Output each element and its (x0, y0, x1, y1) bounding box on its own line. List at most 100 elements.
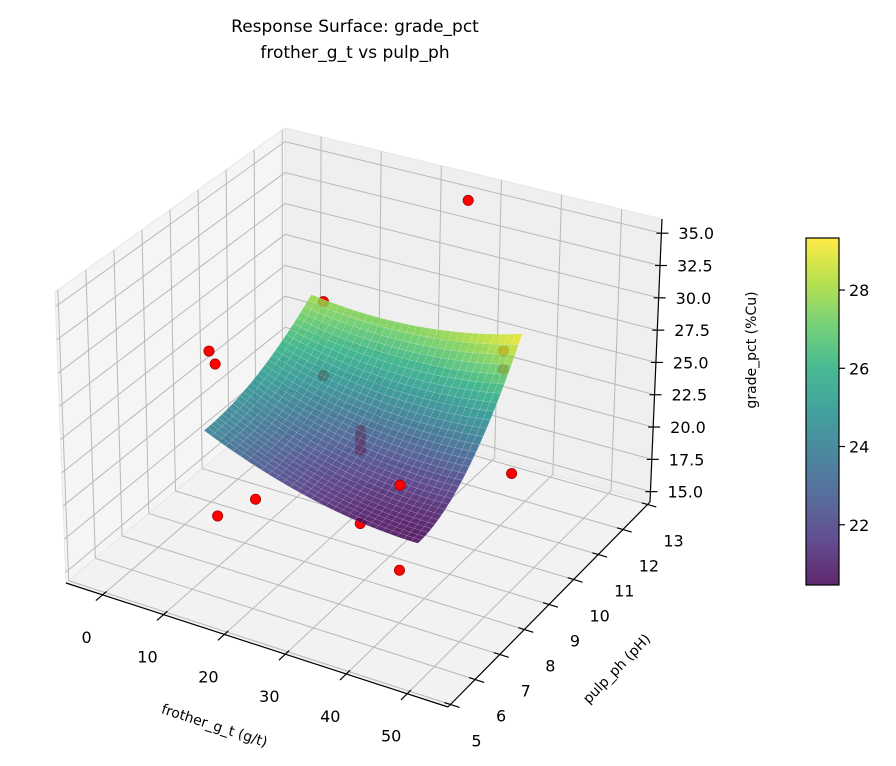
x-tick-mark (400, 689, 412, 701)
surface-patch (434, 507, 446, 516)
surface-patch (504, 354, 516, 365)
x-tick-mark (95, 591, 107, 601)
z-tick-label: 15.0 (667, 483, 703, 502)
z-tick-label: 17.5 (669, 450, 705, 469)
surface-patch (465, 450, 477, 460)
x-tick-label: 40 (320, 707, 340, 726)
colorbar-tick-label: 22 (849, 516, 869, 535)
left-wall-gridline-ph (57, 289, 70, 581)
colorbar-frame (805, 237, 840, 586)
back-wall-gridline-z (284, 233, 658, 331)
surface-patch (447, 484, 460, 494)
left-wall-gridline-z (61, 295, 286, 474)
surface-patch (413, 534, 426, 541)
back-wall-gridline-z (284, 264, 657, 363)
y-tick-label: 10 (589, 607, 609, 626)
z-tick-label: 35.0 (678, 224, 714, 243)
x-tick-mark (339, 669, 351, 681)
y-tick-mark (616, 527, 632, 533)
colorbar: 22 24 26 28 (805, 237, 869, 586)
colorbar-tick-label: 24 (849, 438, 869, 457)
x-tick-mark (278, 650, 290, 661)
left-wall-gridline-ph (225, 169, 230, 447)
y-tick-mark (444, 701, 460, 709)
x-tick-label: 50 (381, 727, 401, 746)
back-wall-gridline-z (284, 172, 661, 267)
left-wall-gridline-z (55, 141, 286, 308)
chart-title-line-1: Response Surface: grade_pct (231, 17, 479, 37)
scatter-point (462, 194, 474, 206)
surface-patch (427, 517, 439, 525)
z-axis-line (649, 218, 663, 503)
left-wall-gridline-ph (197, 189, 203, 469)
y-tick-label: 11 (614, 582, 634, 601)
y-tick-mark (542, 602, 559, 608)
left-wall-gridline-ph (113, 249, 123, 536)
scatter-front (203, 194, 518, 505)
z-tick-label: 20.0 (670, 418, 706, 437)
y-tick-mark (468, 676, 485, 683)
floor-gridline-ph (175, 490, 550, 605)
y-tick-label: 12 (639, 557, 659, 576)
x-tick-label: 10 (137, 648, 157, 667)
y-tick-mark (567, 577, 583, 583)
floor-gridline-ph (68, 580, 451, 705)
x-tick-mark (156, 610, 168, 621)
left-wall-gridline-z (59, 234, 286, 407)
y-tick-mark (518, 627, 534, 633)
y-tick-mark (592, 552, 608, 558)
left-wall-gridline-z (60, 264, 286, 440)
floor-gridline-ph (148, 512, 525, 630)
left-wall-gridline-ph (169, 209, 176, 492)
colorbar-gradient (806, 238, 839, 585)
colorbar-tick-label: 26 (849, 359, 869, 378)
chart-title-line-2: frother_g_t vs pulp_ph (260, 43, 449, 63)
scatter-point (212, 510, 224, 522)
back-wall-gridline-frother (610, 209, 623, 492)
response-surface (203, 294, 523, 544)
z-axis-label: grade_pct (%Cu) (744, 291, 760, 408)
scatter-point (250, 493, 262, 505)
surface-patch (493, 383, 505, 394)
left-wall-gridline-z (62, 326, 286, 507)
floor-gridline-ph (95, 557, 476, 680)
left-wall-gridline-ph (85, 269, 96, 559)
surface-patch (511, 333, 523, 345)
scatter-point (393, 564, 405, 576)
surface-patch (500, 364, 512, 375)
left-wall-gridline-z (56, 172, 286, 341)
surface-patch (451, 478, 463, 487)
left-wall-gridline-ph (141, 229, 150, 514)
x-tick-label: 30 (259, 687, 279, 706)
x-tick-label: 20 (198, 667, 218, 686)
x-tick-mark (217, 630, 229, 641)
scatter-point (209, 358, 221, 370)
left-wall-gridline-z (57, 203, 286, 374)
surface-patch (468, 442, 480, 453)
y-tick-label: 8 (545, 657, 555, 676)
surface-patch (430, 512, 443, 520)
back-wall-gridline-frother (494, 180, 502, 459)
z-tick-label: 25.0 (673, 353, 709, 372)
y-tick-label: 6 (496, 707, 506, 726)
z-tick-label: 32.5 (677, 257, 713, 276)
x-tick-label: 0 (81, 628, 91, 647)
surface-patch (482, 410, 495, 421)
y-axis-label: pulp_ph (pH) (580, 631, 654, 707)
y-tick-label: 5 (471, 732, 481, 751)
back-wall-gridline-frother (552, 194, 563, 475)
surface-patch (410, 537, 422, 544)
surface-patch (423, 521, 436, 529)
back-wall-gridline-z (284, 141, 662, 234)
colorbar-ticks: 22 24 26 28 (839, 281, 869, 535)
floor-gridline-ph (121, 535, 500, 655)
x-axis-label: frother_g_t (g/t) (159, 702, 269, 751)
surface-patch (420, 526, 432, 533)
scatter-point (506, 467, 518, 479)
scatter-point (203, 345, 215, 357)
y-tick-mark (641, 502, 657, 508)
y-tick-label: 7 (521, 682, 531, 701)
back-wall-gridline-z (284, 202, 659, 299)
